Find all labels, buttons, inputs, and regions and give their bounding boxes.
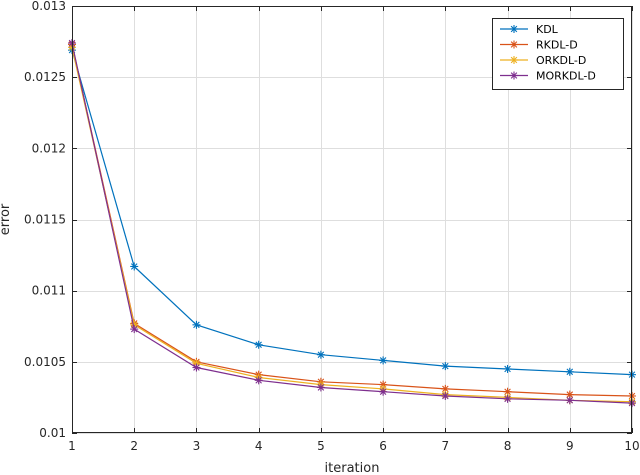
- legend-item-orkdl-d: ORKDL-D: [500, 54, 586, 67]
- x-tick-label: 6: [379, 439, 387, 453]
- data-point-morkdl-d: [379, 387, 388, 396]
- series-morkdl-d: [68, 39, 636, 408]
- series-line-morkdl-d: [71, 42, 633, 404]
- series-line-orkdl-d: [71, 47, 633, 403]
- data-point-kdl: [379, 356, 388, 365]
- legend-marker: [510, 71, 518, 80]
- y-axis-label: error: [0, 203, 13, 235]
- legend-marker: [510, 56, 518, 64]
- y-tick-label: 0.011: [32, 284, 66, 298]
- legend-label: RKDL-D: [536, 39, 578, 52]
- series-line-rkdl-d: [71, 44, 633, 397]
- legend-item-rkdl-d: RKDL-D: [500, 39, 578, 52]
- data-point-morkdl-d: [441, 391, 450, 400]
- data-point-rkdl-d: [565, 390, 574, 399]
- legend-label: ORKDL-D: [536, 54, 586, 67]
- plot-frame: [72, 6, 632, 433]
- legend: KDL RKDL-D ORKDL-D MORKDL-D: [492, 18, 624, 90]
- x-tick-label: 5: [317, 439, 325, 453]
- x-tick-label: 8: [504, 439, 512, 453]
- data-point-kdl: [192, 320, 201, 329]
- x-tick-label: 10: [624, 439, 639, 453]
- data-point-morkdl-d: [565, 396, 574, 405]
- x-tick-label: 9: [566, 439, 574, 453]
- data-point-kdl: [130, 262, 139, 271]
- data-point-morkdl-d: [130, 325, 139, 334]
- ticks: 1 2 3 4 5 6 7 8 9 10 0.01 0.0105 0.011 0.0115 0.012 0.0…: [24, 0, 640, 453]
- legend-marker: [510, 40, 518, 49]
- x-tick-label: 3: [193, 439, 201, 453]
- y-tick-label: 0.0115: [24, 213, 66, 227]
- data-point-kdl: [441, 362, 450, 371]
- data-point-kdl: [503, 364, 512, 373]
- data-point-rkdl-d: [441, 384, 450, 393]
- x-tick-label: 2: [130, 439, 138, 453]
- legend-label: MORKDL-D: [536, 70, 596, 83]
- legend-item-kdl: KDL: [500, 23, 559, 36]
- legend-label: KDL: [536, 23, 559, 36]
- data-point-morkdl-d: [192, 363, 201, 372]
- y-tick-label: 0.01: [39, 426, 66, 440]
- y-tick-label: 0.0125: [24, 70, 66, 84]
- x-tick-label: 4: [255, 439, 263, 453]
- data-point-morkdl-d: [316, 383, 325, 392]
- data-point-kdl: [254, 340, 263, 349]
- y-tick-label: 0.013: [32, 0, 66, 13]
- data-point-kdl: [316, 350, 325, 359]
- legend-marker: [510, 25, 518, 33]
- data-point-kdl: [565, 367, 574, 376]
- x-tick-label: 7: [442, 439, 450, 453]
- data-point-morkdl-d: [503, 394, 512, 403]
- x-axis-label: iteration: [325, 461, 380, 475]
- y-tick-label: 0.012: [32, 141, 66, 155]
- y-tick-label: 0.0105: [24, 355, 66, 369]
- data-point-morkdl-d: [254, 376, 263, 385]
- legend-item-morkdl-d: MORKDL-D: [500, 70, 596, 83]
- series-line-kdl: [71, 49, 633, 376]
- x-tick-label: 1: [68, 439, 76, 453]
